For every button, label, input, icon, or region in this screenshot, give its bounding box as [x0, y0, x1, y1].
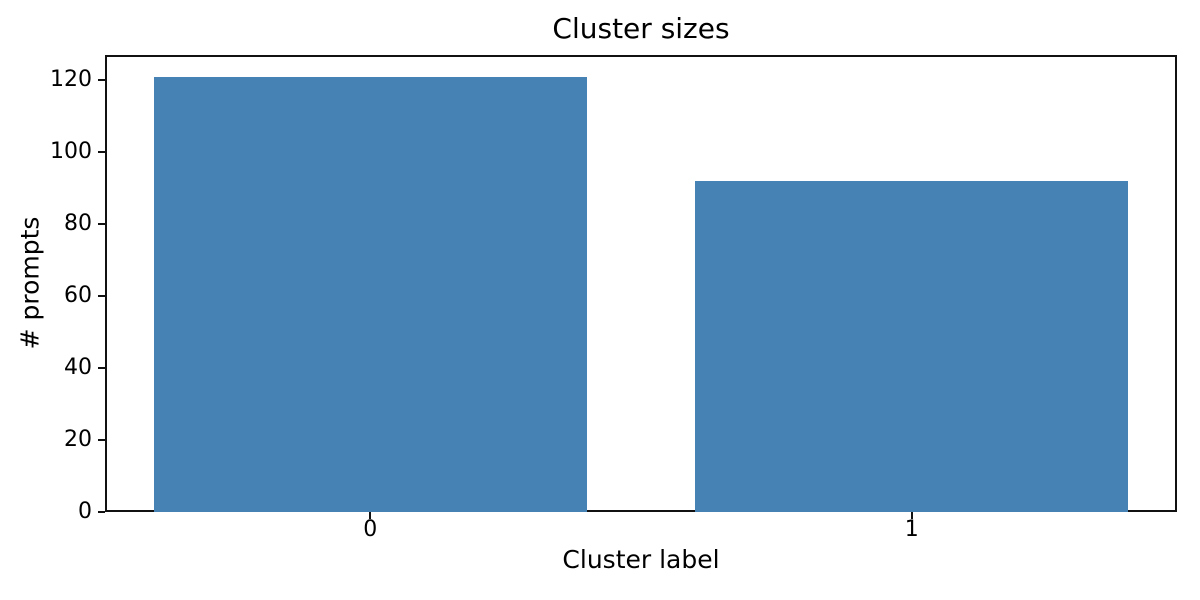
y-tick-mark: [98, 439, 105, 442]
bar-cluster-1: [695, 180, 1129, 512]
y-tick-label: 40: [64, 355, 92, 381]
chart-title: Cluster sizes: [552, 12, 730, 45]
y-axis-label: # prompts: [15, 216, 45, 350]
y-tick-label: 80: [64, 211, 92, 237]
y-tick-mark: [98, 367, 105, 370]
x-tick-mark: [369, 512, 372, 519]
x-tick-mark: [910, 512, 913, 519]
y-tick-mark: [98, 79, 105, 82]
bar-cluster-0: [153, 76, 587, 512]
x-tick-label: 0: [363, 517, 378, 542]
y-tick-label: 20: [64, 427, 92, 453]
y-tick-label: 60: [64, 283, 92, 309]
y-tick-mark: [98, 295, 105, 298]
y-tick-mark: [98, 223, 105, 226]
y-tick-mark: [98, 511, 105, 513]
x-axis-label: Cluster label: [562, 545, 720, 574]
y-tick-label: 0: [78, 499, 92, 524]
y-tick-label: 100: [50, 139, 92, 165]
x-tick-label: 1: [904, 517, 919, 542]
y-tick-mark: [98, 151, 105, 154]
y-tick-label: 120: [50, 67, 92, 93]
